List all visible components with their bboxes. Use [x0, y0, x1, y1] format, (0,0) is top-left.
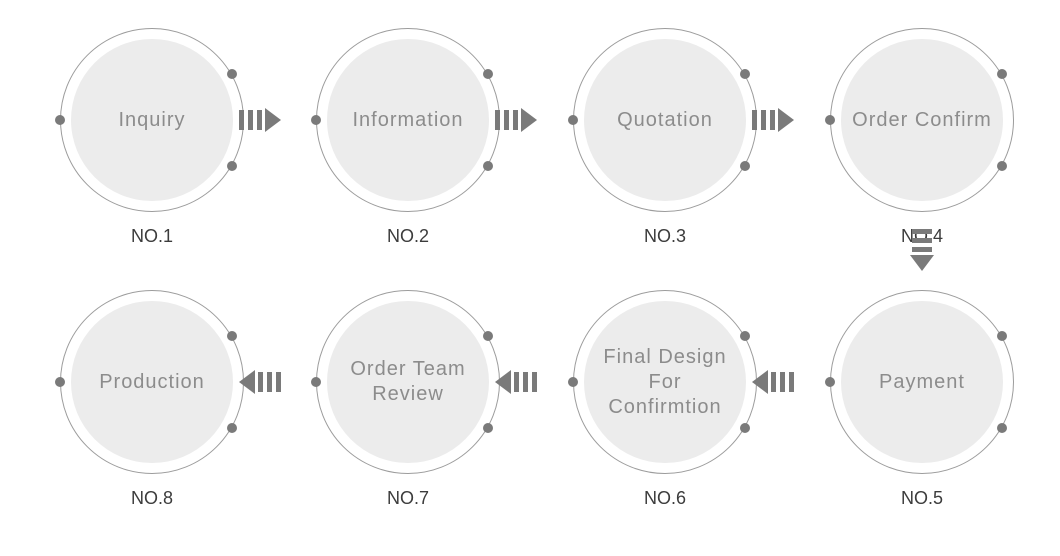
arrow-bar: [771, 372, 776, 392]
arrow-head: [521, 108, 537, 132]
arrow-bar: [532, 372, 537, 392]
process-node-n3: Quotation: [573, 28, 757, 212]
node-dot: [825, 115, 835, 125]
process-node-n7: Order Team Review: [316, 290, 500, 474]
node-caption: NO.1: [92, 226, 212, 247]
node-label: Order Team Review: [327, 301, 489, 463]
arrow-bar: [912, 247, 932, 252]
arrow-bar: [514, 372, 519, 392]
node-label: Quotation: [584, 39, 746, 201]
node-dot: [568, 115, 578, 125]
arrow-left-icon: [752, 370, 794, 394]
arrow-bar: [258, 372, 263, 392]
node-caption: NO.8: [92, 488, 212, 509]
arrow-bar: [495, 110, 500, 130]
node-dot: [55, 377, 65, 387]
arrow-bar: [239, 110, 244, 130]
node-caption: NO.5: [862, 488, 982, 509]
arrow-right-icon: [239, 108, 281, 132]
arrow-down-icon: [910, 229, 934, 271]
node-caption: NO.3: [605, 226, 725, 247]
arrow-left-icon: [495, 370, 537, 394]
arrow-head: [495, 370, 511, 394]
arrow-bar: [523, 372, 528, 392]
node-label: Payment: [841, 301, 1003, 463]
node-label: Order Confirm: [841, 39, 1003, 201]
arrow-bar: [912, 238, 932, 243]
arrow-bar: [513, 110, 518, 130]
node-label: Inquiry: [71, 39, 233, 201]
arrow-head: [265, 108, 281, 132]
arrow-head: [239, 370, 255, 394]
arrow-bar: [789, 372, 794, 392]
arrow-bar: [780, 372, 785, 392]
arrow-bar: [752, 110, 757, 130]
process-node-n8: Production: [60, 290, 244, 474]
arrow-bar: [770, 110, 775, 130]
arrow-bar: [761, 110, 766, 130]
node-caption: NO.7: [348, 488, 468, 509]
arrow-head: [910, 255, 934, 271]
arrow-bar: [267, 372, 272, 392]
arrow-bar: [504, 110, 509, 130]
arrow-left-icon: [239, 370, 281, 394]
node-dot: [55, 115, 65, 125]
arrow-head: [778, 108, 794, 132]
arrow-bar: [276, 372, 281, 392]
process-node-n2: Information: [316, 28, 500, 212]
node-dot: [311, 377, 321, 387]
process-node-n6: Final Design For Confirmtion: [573, 290, 757, 474]
arrow-right-icon: [752, 108, 794, 132]
node-label: Final Design For Confirmtion: [584, 301, 746, 463]
arrow-bar: [248, 110, 253, 130]
arrow-bar: [257, 110, 262, 130]
node-label: Information: [327, 39, 489, 201]
node-caption: NO.6: [605, 488, 725, 509]
process-node-n1: Inquiry: [60, 28, 244, 212]
node-dot: [311, 115, 321, 125]
node-caption: NO.2: [348, 226, 468, 247]
node-dot: [568, 377, 578, 387]
process-node-n4: Order Confirm: [830, 28, 1014, 212]
arrow-bar: [912, 229, 932, 234]
node-label: Production: [71, 301, 233, 463]
process-node-n5: Payment: [830, 290, 1014, 474]
arrow-head: [752, 370, 768, 394]
arrow-right-icon: [495, 108, 537, 132]
node-dot: [825, 377, 835, 387]
